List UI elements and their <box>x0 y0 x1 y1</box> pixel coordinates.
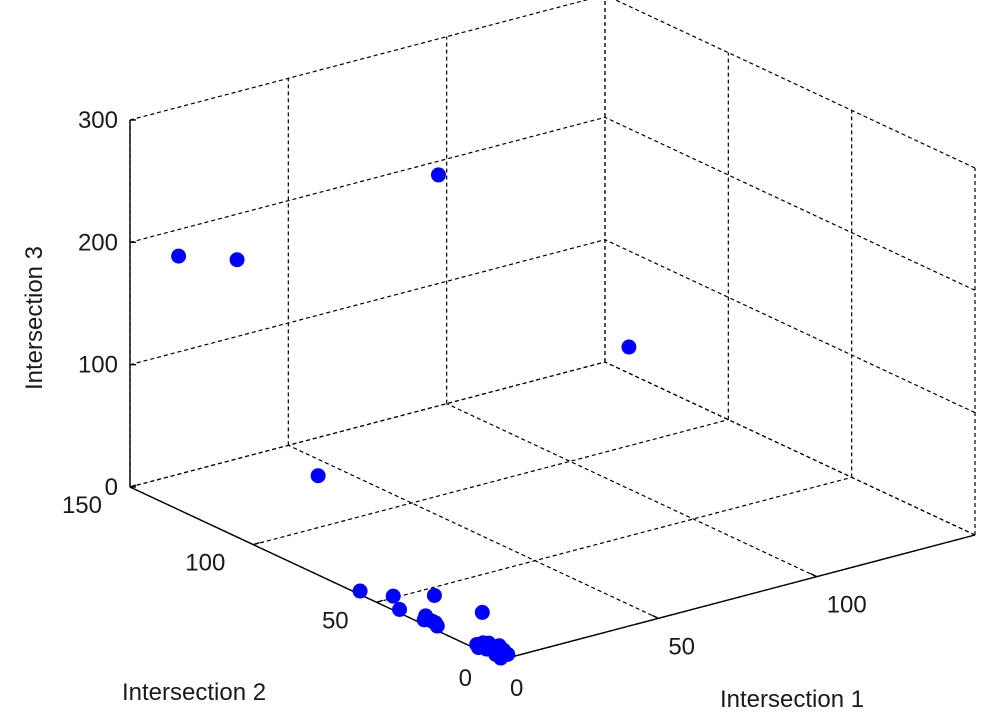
grid-line <box>614 0 976 169</box>
y-tick-label: 0 <box>459 665 472 692</box>
data-point <box>310 468 326 484</box>
grid-line <box>129 0 589 121</box>
data-points <box>171 167 637 666</box>
data-point <box>392 602 408 618</box>
grid-line <box>129 361 606 488</box>
data-point <box>474 604 490 620</box>
axis-lines <box>129 119 976 661</box>
x-tick-label: 50 <box>668 633 695 660</box>
grid-line <box>288 444 659 619</box>
data-point <box>500 646 516 662</box>
grid-line <box>604 239 976 414</box>
data-point <box>385 588 401 604</box>
z-tick-label: 100 <box>78 352 118 379</box>
data-point <box>429 618 445 634</box>
data-point <box>430 167 446 183</box>
grid-line <box>604 116 976 291</box>
x-axis-label: Intersection 1 <box>720 686 864 713</box>
y-tick-label: 150 <box>62 492 102 519</box>
data-point <box>621 339 637 355</box>
x-tick-mark <box>810 573 817 578</box>
grid-line <box>129 116 606 243</box>
data-point <box>416 612 432 628</box>
z-axis-label: Intersection 3 <box>21 246 48 390</box>
y-tick-label: 50 <box>322 607 349 634</box>
grid-line <box>604 361 976 536</box>
z-tick-label: 300 <box>78 107 118 134</box>
x-axis-line <box>499 534 976 661</box>
z-tick-label: 200 <box>78 229 118 256</box>
x-tick-label: 100 <box>827 592 867 619</box>
x-tick-mark <box>652 614 659 619</box>
y-tick-mark <box>376 599 383 603</box>
grid-line <box>446 403 817 578</box>
grid-lines <box>129 0 976 661</box>
data-point <box>171 248 187 264</box>
z-tick-label: 0 <box>105 474 118 501</box>
data-point <box>426 587 442 603</box>
data-point <box>229 252 245 268</box>
data-point <box>352 583 368 599</box>
y-tick-label: 100 <box>185 550 225 577</box>
y-tick-mark <box>253 542 260 546</box>
grid-line <box>253 419 729 546</box>
grid-line <box>376 476 852 603</box>
y-axis-label: Intersection 2 <box>122 679 266 706</box>
grid-line <box>129 239 606 366</box>
x-tick-label: 0 <box>510 675 523 702</box>
